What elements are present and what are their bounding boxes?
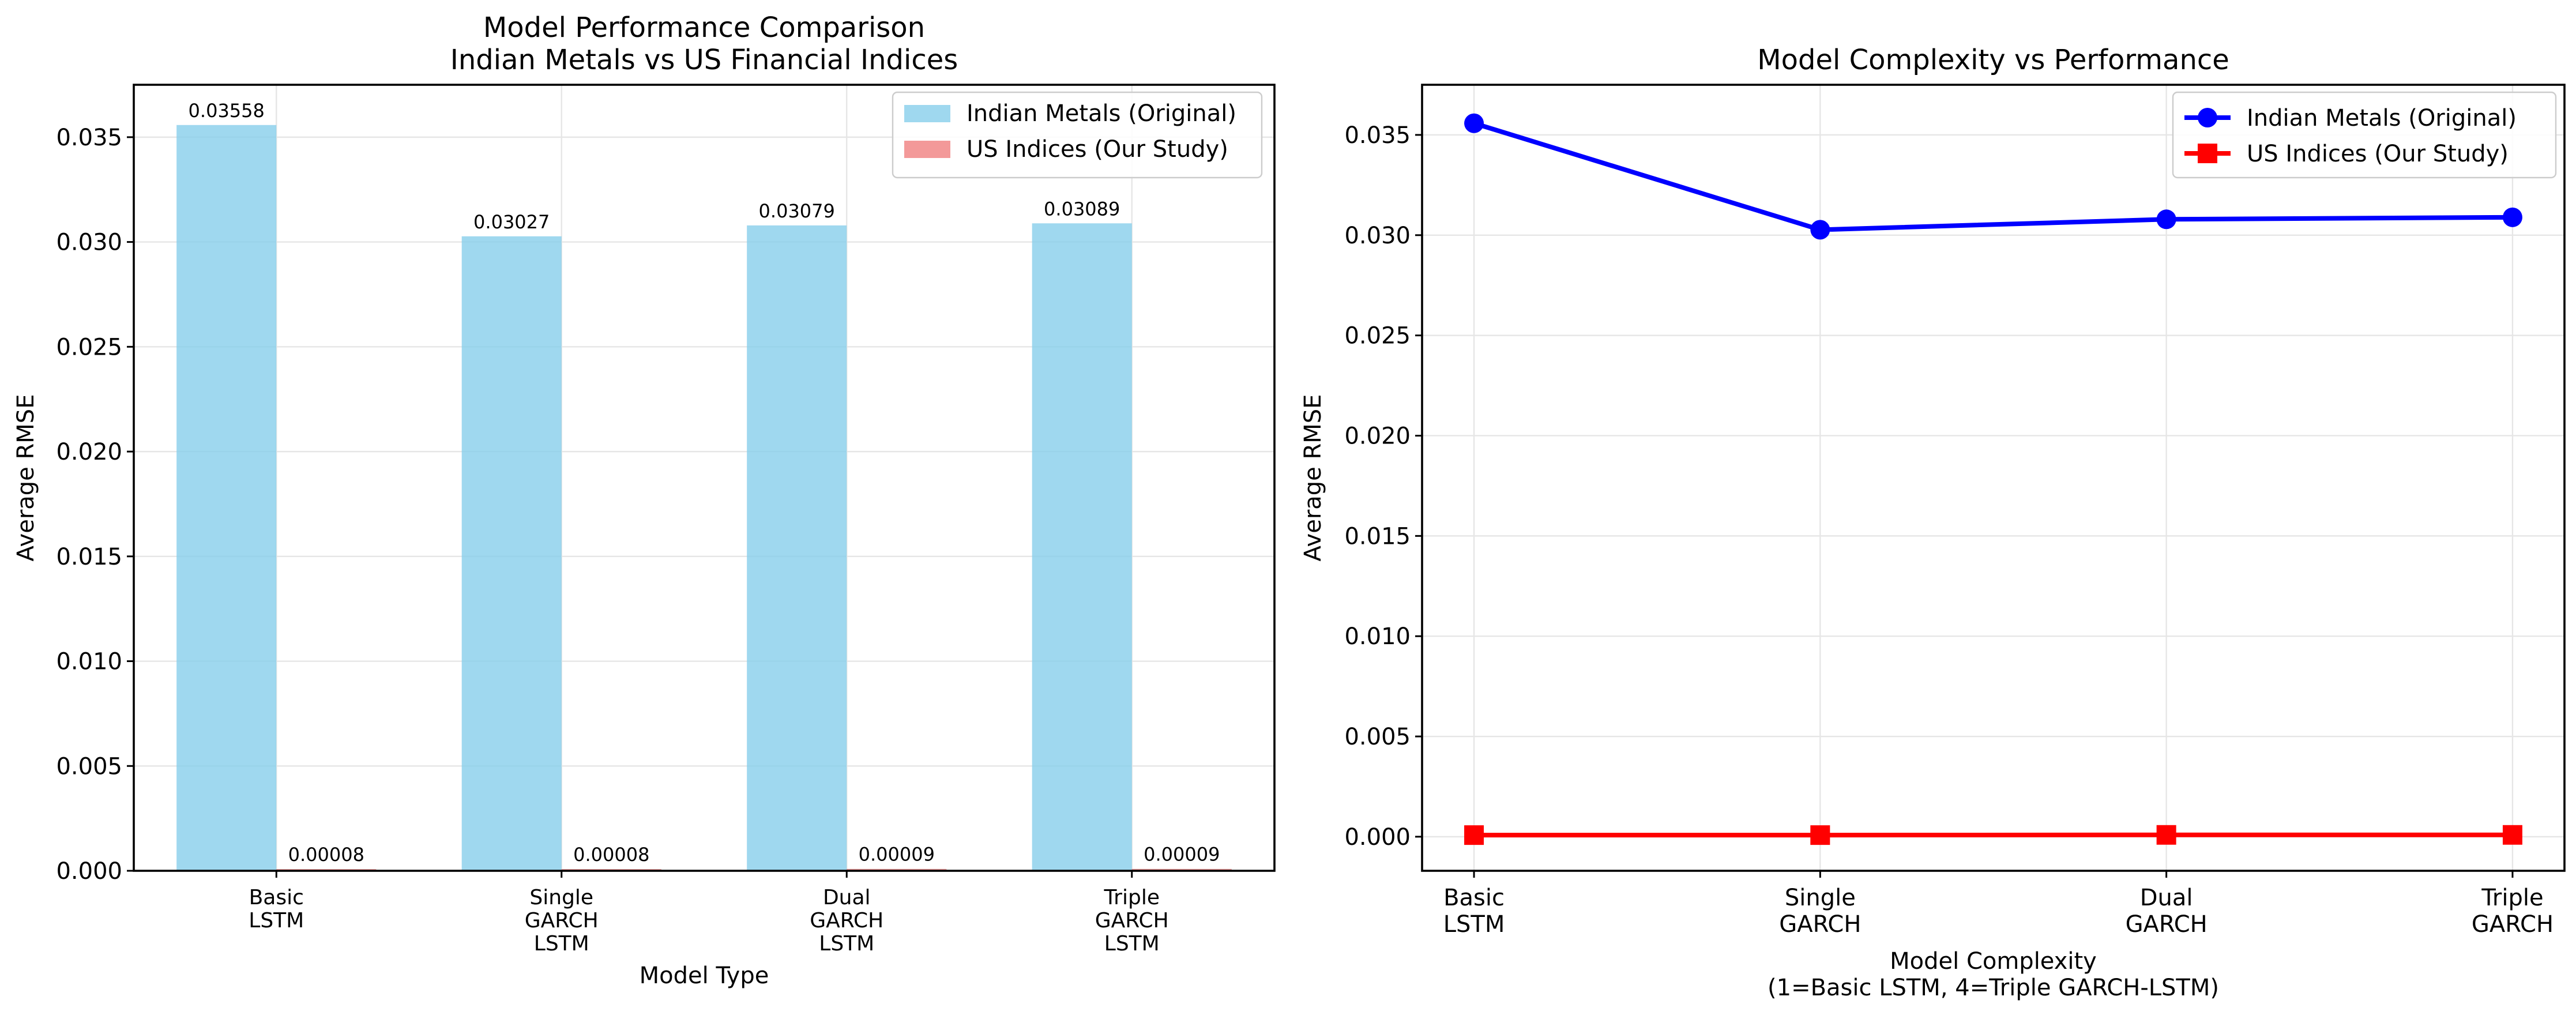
x-axis-label: (1=Basic LSTM, 4=Triple GARCH-LSTM) xyxy=(1768,975,2219,1001)
x-tick-label: GARCH xyxy=(1779,911,1861,938)
legend-box xyxy=(892,91,1263,179)
x-tick-label: LSTM xyxy=(534,932,589,956)
legend-label: US Indices (Our Study) xyxy=(967,136,1228,163)
legend-swatch xyxy=(904,141,950,158)
bar-indian-metals xyxy=(461,236,562,871)
bar-indian-metals xyxy=(1032,223,1132,871)
chart-title: Model Complexity vs Performance xyxy=(1757,44,2229,76)
y-tick-label: 0.015 xyxy=(1344,523,1411,550)
y-tick-label: 0.005 xyxy=(1344,724,1411,750)
point-indian-metals xyxy=(1464,113,1484,133)
legend-marker xyxy=(2198,108,2217,127)
chart-title: Model Performance Comparison xyxy=(483,12,925,44)
x-tick-label: LSTM xyxy=(1443,911,1505,938)
x-tick-label: LSTM xyxy=(1104,932,1160,956)
x-tick-label: LSTM xyxy=(819,932,874,956)
point-us-indices xyxy=(2502,825,2522,845)
x-tick-label: Dual xyxy=(2140,885,2193,911)
y-axis-label: Average RMSE xyxy=(1300,394,1326,562)
x-tick-label: GARCH xyxy=(810,909,883,932)
y-tick-label: 0.030 xyxy=(1344,223,1411,249)
y-tick-label: 0.030 xyxy=(56,230,122,256)
plot-frame xyxy=(133,84,1276,872)
bar-indian-metals xyxy=(747,225,847,871)
point-us-indices xyxy=(1810,825,1830,845)
legend-box xyxy=(2172,91,2557,179)
legend-label: Indian Metals (Original) xyxy=(967,100,1236,127)
x-tick-label: GARCH xyxy=(1095,909,1169,932)
y-tick-label: 0.015 xyxy=(56,544,122,570)
bar-value-label: 0.00008 xyxy=(573,844,649,866)
line-indian-metals xyxy=(1473,121,2513,232)
point-indian-metals xyxy=(1810,220,1830,240)
x-tick-label: Basic xyxy=(249,886,304,909)
legend-swatch xyxy=(904,105,950,122)
point-indian-metals xyxy=(2156,209,2176,230)
point-us-indices xyxy=(2156,825,2176,845)
point-us-indices xyxy=(1464,825,1484,845)
y-tick-label: 0.035 xyxy=(56,125,122,151)
bar-value-label: 0.03089 xyxy=(1044,198,1120,220)
point-indian-metals xyxy=(2502,207,2522,227)
x-tick-label: GARCH xyxy=(2472,911,2554,938)
x-tick-label: Single xyxy=(529,886,593,909)
chart-title: Indian Metals vs US Financial Indices xyxy=(450,44,958,76)
y-tick-label: 0.010 xyxy=(1344,623,1411,650)
y-tick-label: 0.000 xyxy=(1344,824,1411,851)
x-tick-label: Single xyxy=(1785,885,1856,911)
x-tick-label: Triple xyxy=(2481,885,2543,911)
x-tick-label: GARCH xyxy=(525,909,599,932)
bar-value-label: 0.03027 xyxy=(473,211,550,233)
x-axis-label: Model Complexity xyxy=(1890,948,2097,975)
bar-value-label: 0.00008 xyxy=(288,844,364,866)
plot-frame xyxy=(1421,84,2566,872)
bar-value-label: 0.00009 xyxy=(859,844,935,866)
legend-label: US Indices (Our Study) xyxy=(2247,141,2509,167)
legend-label: Indian Metals (Original) xyxy=(2247,105,2517,131)
y-tick-label: 0.000 xyxy=(56,858,122,885)
line-chart-panel: 0.000 0.005 0.010 0.015 0.020 0.025 0.030 0.035… xyxy=(1300,44,2566,1001)
x-tick-label: Dual xyxy=(823,886,871,909)
x-tick-label: Basic xyxy=(1443,885,1505,911)
bar-value-label: 0.03558 xyxy=(189,100,265,122)
x-tick-label: GARCH xyxy=(2126,911,2208,938)
y-tick-label: 0.020 xyxy=(1344,423,1411,449)
y-tick-label: 0.020 xyxy=(56,439,122,465)
x-tick-label: Triple xyxy=(1103,886,1160,909)
y-tick-label: 0.025 xyxy=(1344,323,1411,349)
legend-marker xyxy=(2198,144,2217,163)
bar-value-label: 0.03079 xyxy=(759,200,835,222)
y-tick-label: 0.025 xyxy=(56,334,122,360)
bar-chart-panel: 0.000 0.005 0.010 0.015 0.020 0.025 0.030 0.035… xyxy=(13,12,1276,989)
y-tick-label: 0.005 xyxy=(56,753,122,780)
bar-value-label: 0.00009 xyxy=(1144,844,1220,866)
x-tick-label: LSTM xyxy=(249,909,304,932)
y-tick-label: 0.010 xyxy=(56,649,122,675)
y-axis-label: Average RMSE xyxy=(13,394,39,562)
x-axis-label: Model Type xyxy=(640,962,769,989)
bar-indian-metals xyxy=(176,125,277,871)
y-tick-label: 0.035 xyxy=(1344,122,1411,149)
